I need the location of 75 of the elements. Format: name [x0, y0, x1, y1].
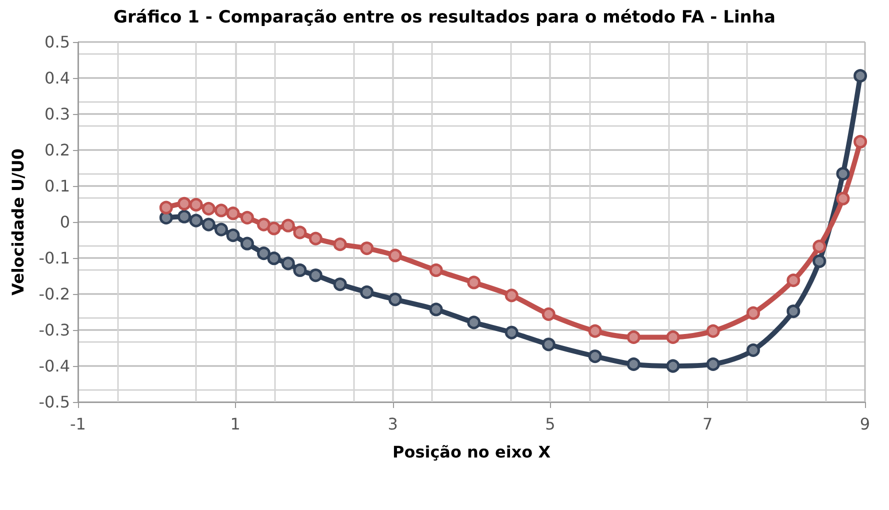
y-tick-label: 0.2 [44, 140, 70, 160]
point [293, 226, 307, 240]
point [267, 252, 281, 266]
point [542, 338, 556, 352]
point [281, 218, 295, 232]
point [178, 210, 191, 224]
point [666, 330, 680, 344]
point [504, 326, 518, 340]
point [293, 263, 307, 277]
point [240, 236, 254, 250]
point [854, 69, 868, 83]
point [281, 256, 295, 270]
point [388, 248, 402, 262]
point [214, 204, 228, 218]
y-tick-label: 0.1 [44, 176, 70, 196]
point [854, 134, 868, 148]
x-tick-label: 1 [230, 414, 240, 434]
point [588, 324, 602, 338]
point [202, 218, 216, 232]
chart-title: Gráfico 1 - Comparação entre os resultados para o método FA - Linha [114, 8, 776, 28]
point [836, 192, 850, 206]
point [786, 274, 800, 288]
y-tick-label: -0.1 [38, 248, 70, 268]
point [333, 238, 347, 252]
point [256, 246, 270, 260]
y-axis-title: Velocidade U/U0 [8, 148, 28, 296]
point [504, 288, 518, 302]
point [240, 210, 254, 224]
point [666, 359, 680, 373]
point [226, 206, 240, 220]
y-tick-label: -0.4 [38, 356, 70, 376]
y-tick-label: 0 [60, 212, 70, 232]
y-tick-label: 0.5 [44, 32, 70, 52]
point [202, 202, 216, 216]
y-tick-label: -0.2 [38, 284, 70, 304]
point [746, 306, 760, 320]
point [388, 292, 402, 306]
point [786, 304, 800, 318]
point [214, 222, 228, 236]
point [189, 198, 203, 212]
point [189, 214, 203, 228]
point [256, 218, 270, 232]
x-tick-label: -1 [70, 414, 86, 434]
y-tick-label: -0.5 [38, 392, 70, 412]
y-tick-label: -0.3 [38, 320, 70, 340]
x-tick-label: 5 [545, 414, 556, 434]
x-tick-label: 3 [388, 414, 398, 434]
point [159, 200, 173, 214]
point [467, 316, 481, 330]
point [178, 196, 191, 210]
point [746, 343, 760, 357]
point [226, 228, 240, 242]
point [812, 254, 826, 268]
point [267, 222, 281, 236]
point [706, 357, 720, 371]
y-tick-label: 0.4 [44, 68, 70, 88]
point [836, 167, 850, 181]
point [308, 268, 322, 282]
x-tick-label: 7 [702, 414, 713, 434]
point [542, 307, 556, 321]
point [360, 242, 374, 256]
point [467, 276, 481, 290]
point [360, 285, 374, 299]
x-axis-title: Posição no eixo X [392, 442, 552, 462]
point [429, 302, 443, 316]
x-tick-label: 9 [860, 414, 870, 434]
point [333, 278, 347, 292]
point [429, 263, 443, 277]
point [626, 357, 640, 371]
point [588, 350, 602, 364]
point [812, 240, 826, 254]
y-tick-label: 0.3 [44, 104, 70, 124]
point [308, 232, 322, 246]
point [626, 330, 640, 344]
point [706, 324, 720, 338]
